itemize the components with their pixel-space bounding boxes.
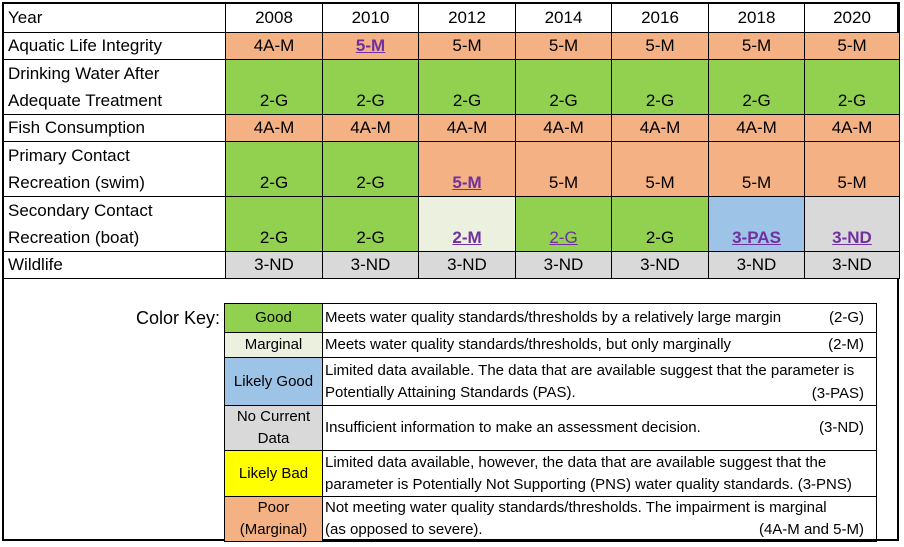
assessment-table: Year 2008 2010 2012 2014 2016 2018 2020 Aquatic … [2,2,900,279]
status-link[interactable]: 3-PAS [732,228,781,247]
status-cell: 4A-M [515,114,612,142]
year-cell: 2010 [322,2,419,33]
status-cell[interactable]: 3-PAS [708,196,805,252]
status-cell: 4A-M [611,114,709,142]
status-cell: 2-G [322,59,419,115]
year-cell: 2020 [804,2,900,33]
status-cell: 2-G [322,141,419,197]
legend-code: (2-M) [828,336,864,353]
table-row: Aquatic Life Integrity 4A-M 5-M 5-M 5-M 5-M 5-… [2,32,900,60]
parameter-label: Drinking Water After Adequate Treatment [2,59,226,115]
year-cell: 2014 [515,2,612,33]
legend-swatch: Good [224,303,323,333]
status-cell: 5-M [418,32,516,60]
table-row: Primary Contact Recreation (swim) 2-G 2-G 5-… [2,141,900,197]
status-cell: 5-M [515,141,612,197]
legend-code: (2-G) [829,309,864,326]
status-cell: 4A-M [804,114,900,142]
legend-item: Likely Bad Limited data available, howeve… [224,450,877,497]
legend-item: Good Meets water quality standards/thresh… [224,303,877,333]
legend-item: No Current Data Insufficient information t… [224,405,877,451]
status-cell: 2-G [418,59,516,115]
status-link[interactable]: 5-M [355,36,386,55]
legend-swatch: No Current Data [224,405,323,451]
legend-item: Marginal Meets water quality standards/th… [224,332,877,358]
legend-description: Limited data available, however, the dat… [322,450,877,497]
status-cell: 5-M [611,32,709,60]
color-key-title: Color Key: [136,308,221,328]
status-cell: 2-G [804,59,900,115]
status-cell[interactable]: 3-ND [804,196,900,252]
table-row: Fish Consumption 4A-M 4A-M 4A-M 4A-M 4A-M 4A-M… [2,114,900,142]
status-link[interactable]: 2-G [549,228,578,247]
status-cell: 4A-M [225,114,323,142]
status-link[interactable]: 3-ND [832,228,872,247]
year-header: Year [2,2,226,33]
status-cell: 3-ND [515,251,612,279]
year-cell: 2012 [418,2,516,33]
status-cell: 2-G [708,59,805,115]
status-cell[interactable]: 5-M [418,141,516,197]
legend-swatch: Likely Bad [224,450,323,497]
status-cell: 4A-M [225,32,323,60]
status-cell: 5-M [611,141,709,197]
parameter-label: Aquatic Life Integrity [2,32,226,60]
status-cell: 3-ND [322,251,419,279]
legend-description: Meets water quality standards/thresholds… [322,332,877,358]
status-cell: 2-G [225,196,323,252]
parameter-label: Secondary Contact Recreation (boat) [2,196,226,252]
legend-code: (4A-M and 5-M) [758,521,864,538]
table-row: Wildlife 3-ND 3-ND 3-ND 3-ND 3-ND 3-ND 3-ND [2,251,900,279]
color-key-table: Good Meets water quality standards/thresh… [224,303,877,542]
status-cell: 3-ND [708,251,805,279]
legend-item: Likely Good Limited data available. The d… [224,357,877,406]
status-cell: 5-M [804,32,900,60]
status-cell: 2-G [225,141,323,197]
status-cell: 5-M [708,32,805,60]
year-cell: 2016 [611,2,709,33]
legend-description: Insufficient information to make an asse… [322,405,877,451]
parameter-label: Wildlife [2,251,226,279]
status-cell[interactable]: 2-M [418,196,516,252]
parameter-label: Fish Consumption [2,114,226,142]
table-row: Drinking Water After Adequate Treatment 2-… [2,59,900,115]
year-cell: 2018 [708,2,805,33]
legend-description: Not meeting water quality standards/thre… [322,496,877,542]
status-cell: 5-M [515,32,612,60]
status-link[interactable]: 5-M [452,173,482,192]
status-cell: 2-G [322,196,419,252]
status-cell: 4A-M [322,114,419,142]
status-cell: 5-M [708,141,805,197]
status-cell: 2-G [515,59,612,115]
legend-swatch: Marginal [224,332,323,358]
status-cell: 3-ND [611,251,709,279]
legend-code: (3-ND) [819,419,864,436]
parameter-label: Primary Contact Recreation (swim) [2,141,226,197]
status-cell: 2-G [225,59,323,115]
status-cell: 4A-M [418,114,516,142]
status-cell: 3-ND [225,251,323,279]
year-cell: 2008 [225,2,323,33]
legend-swatch: Likely Good [224,357,323,406]
legend-description: Limited data available. The data that ar… [322,357,877,406]
status-cell: 3-ND [418,251,516,279]
status-cell[interactable]: 5-M [322,32,419,60]
legend-code: (3-PAS) [811,385,864,402]
status-cell[interactable]: 2-G [515,196,612,252]
status-cell: 3-ND [804,251,900,279]
table-row: Secondary Contact Recreation (boat) 2-G 2-G… [2,196,900,252]
status-cell: 2-G [611,196,709,252]
legend-swatch: Poor (Marginal) [224,496,323,542]
legend-description: Meets water quality standards/thresholds… [322,303,877,333]
status-link[interactable]: 2-M [452,228,482,247]
header-row: Year 2008 2010 2012 2014 2016 2018 2020 [2,2,900,33]
status-cell: 4A-M [708,114,805,142]
status-cell: 2-G [611,59,709,115]
status-cell: 5-M [804,141,900,197]
legend-item: Poor (Marginal) Not meeting water quality … [224,496,877,542]
